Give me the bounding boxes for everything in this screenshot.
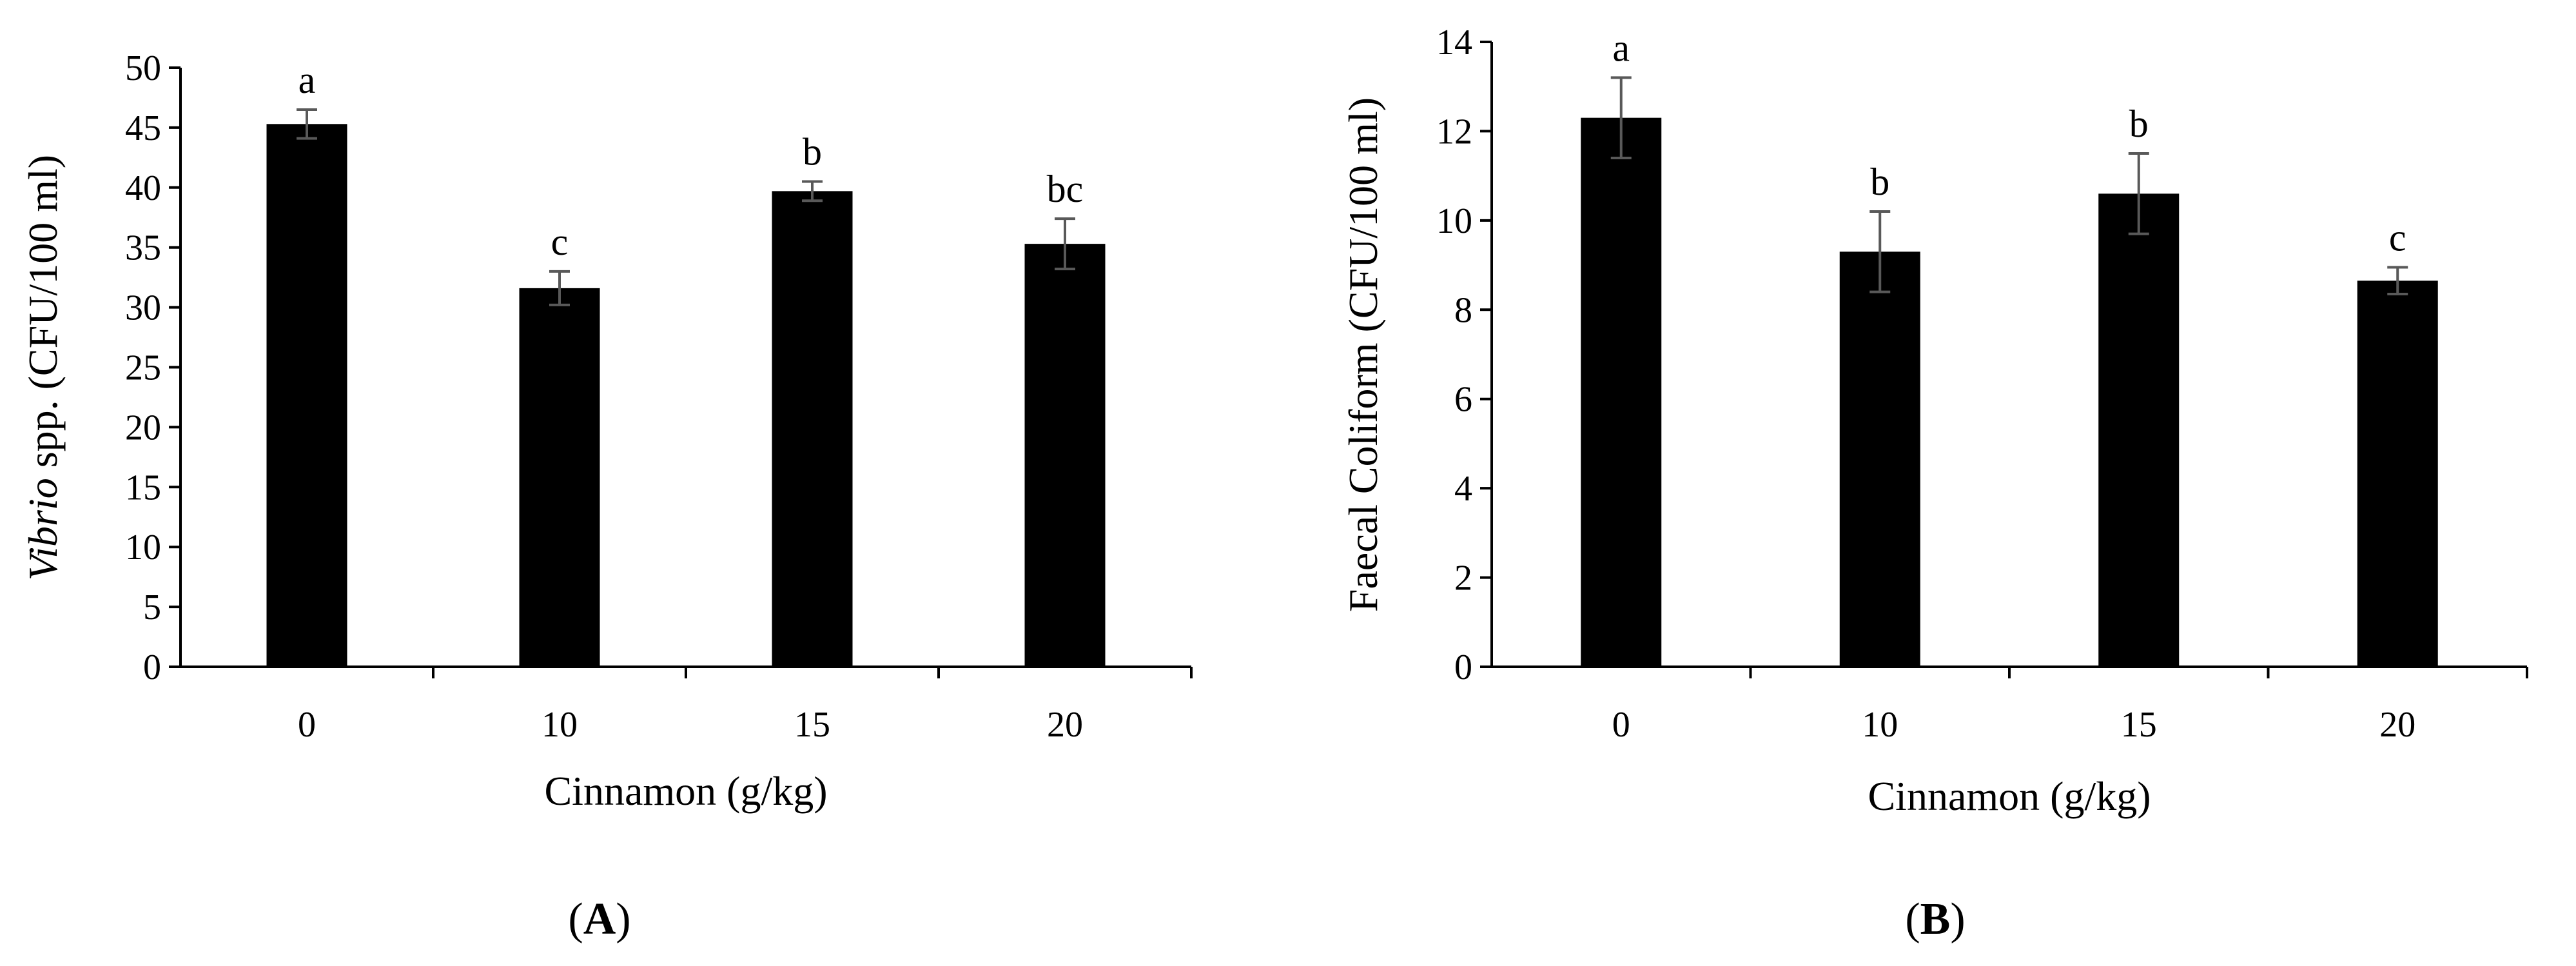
y-tick-label: 35 xyxy=(125,228,161,268)
y-tick-label: 12 xyxy=(1436,112,1472,152)
x-tick-label: 20 xyxy=(2379,705,2415,745)
bar xyxy=(2357,281,2438,667)
error-bar xyxy=(802,180,823,202)
significance-letter: b xyxy=(1870,161,1889,203)
y-tick-label: 4 xyxy=(1454,469,1472,509)
panel-label: (A) xyxy=(568,894,630,944)
y-tick-label: 45 xyxy=(125,108,161,148)
x-axis-title: Cinnamon (g/kg) xyxy=(1868,773,2151,819)
panel-label-open: ( xyxy=(568,894,583,944)
panel-label-letter: A xyxy=(583,894,616,944)
panel-label-close: ) xyxy=(1950,894,1965,944)
y-tick-label: 14 xyxy=(1436,23,1472,63)
y-tick-label: 15 xyxy=(125,468,161,508)
x-axis-title: Cinnamon (g/kg) xyxy=(544,768,827,814)
y-tick-label: 0 xyxy=(143,647,161,687)
y-tick-label: 0 xyxy=(1454,647,1472,687)
y-axis-title-italic: Vibrio xyxy=(20,478,66,580)
x-tick-label: 0 xyxy=(1612,705,1630,745)
y-axis-title-text: Faecal Coliform (CFU/100 ml) xyxy=(1340,97,1386,612)
y-axis-title: Faecal Coliform (CFU/100 ml) xyxy=(1340,97,1386,612)
significance-letter: a xyxy=(1612,26,1630,69)
y-tick-label: 8 xyxy=(1454,290,1472,330)
y-tick-label: 10 xyxy=(125,527,161,567)
x-tick-label: 10 xyxy=(542,705,578,745)
y-tick-label: 25 xyxy=(125,348,161,388)
y-axis-title-text: spp. (CFU/100 ml) xyxy=(20,155,66,478)
y-tick-label: 10 xyxy=(1436,201,1472,241)
error-bar xyxy=(1055,217,1075,271)
significance-letter: a xyxy=(298,59,316,101)
error-bar xyxy=(1869,210,1891,293)
error-bar xyxy=(549,270,570,306)
bar xyxy=(1581,117,1662,667)
significance-letter: c xyxy=(551,221,569,263)
bar xyxy=(2098,193,2180,667)
panel-label-open: ( xyxy=(1905,894,1920,944)
y-tick-label: 20 xyxy=(125,408,161,448)
y-tick-label: 6 xyxy=(1454,380,1472,420)
bar xyxy=(1024,244,1106,667)
significance-letter: c xyxy=(2389,217,2406,259)
y-tick-label: 2 xyxy=(1454,558,1472,598)
significance-letter: b xyxy=(2129,103,2149,145)
panel-label-letter: B xyxy=(1920,894,1951,944)
x-tick-label: 20 xyxy=(1047,705,1083,745)
error-bar xyxy=(2128,152,2149,235)
bar xyxy=(772,191,853,667)
y-axis-title: Vibrio spp. (CFU/100 ml) xyxy=(20,155,66,580)
bar xyxy=(266,124,347,667)
significance-letter: bc xyxy=(1047,168,1084,210)
x-tick-label: 15 xyxy=(2121,705,2157,745)
y-tick-label: 30 xyxy=(125,288,161,328)
error-bar xyxy=(297,108,317,140)
panel-label-close: ) xyxy=(616,894,630,944)
significance-letter: b xyxy=(803,131,822,173)
bar xyxy=(519,288,600,667)
x-tick-label: 10 xyxy=(1862,705,1898,745)
panel-label: (B) xyxy=(1905,894,1965,944)
x-tick-label: 15 xyxy=(794,705,830,745)
chart-panel-b: 0 2 4 6 8 10 12 14 a 0 b 10 b 15 c 20 Cinnamon (g/kg) Fae… xyxy=(1340,23,2528,944)
bar xyxy=(1839,251,1920,667)
chart-panel-a: 0 5 10 15 20 25 30 35 40 45 50 a 0 c 10 b 15 bc 20 Cinnamon… xyxy=(20,48,1193,944)
x-tick-label: 0 xyxy=(298,705,316,745)
y-tick-label: 50 xyxy=(125,48,161,88)
error-bar xyxy=(2387,266,2408,296)
y-tick-label: 40 xyxy=(125,168,161,208)
error-bar xyxy=(1610,76,1632,159)
y-tick-label: 5 xyxy=(143,587,161,627)
